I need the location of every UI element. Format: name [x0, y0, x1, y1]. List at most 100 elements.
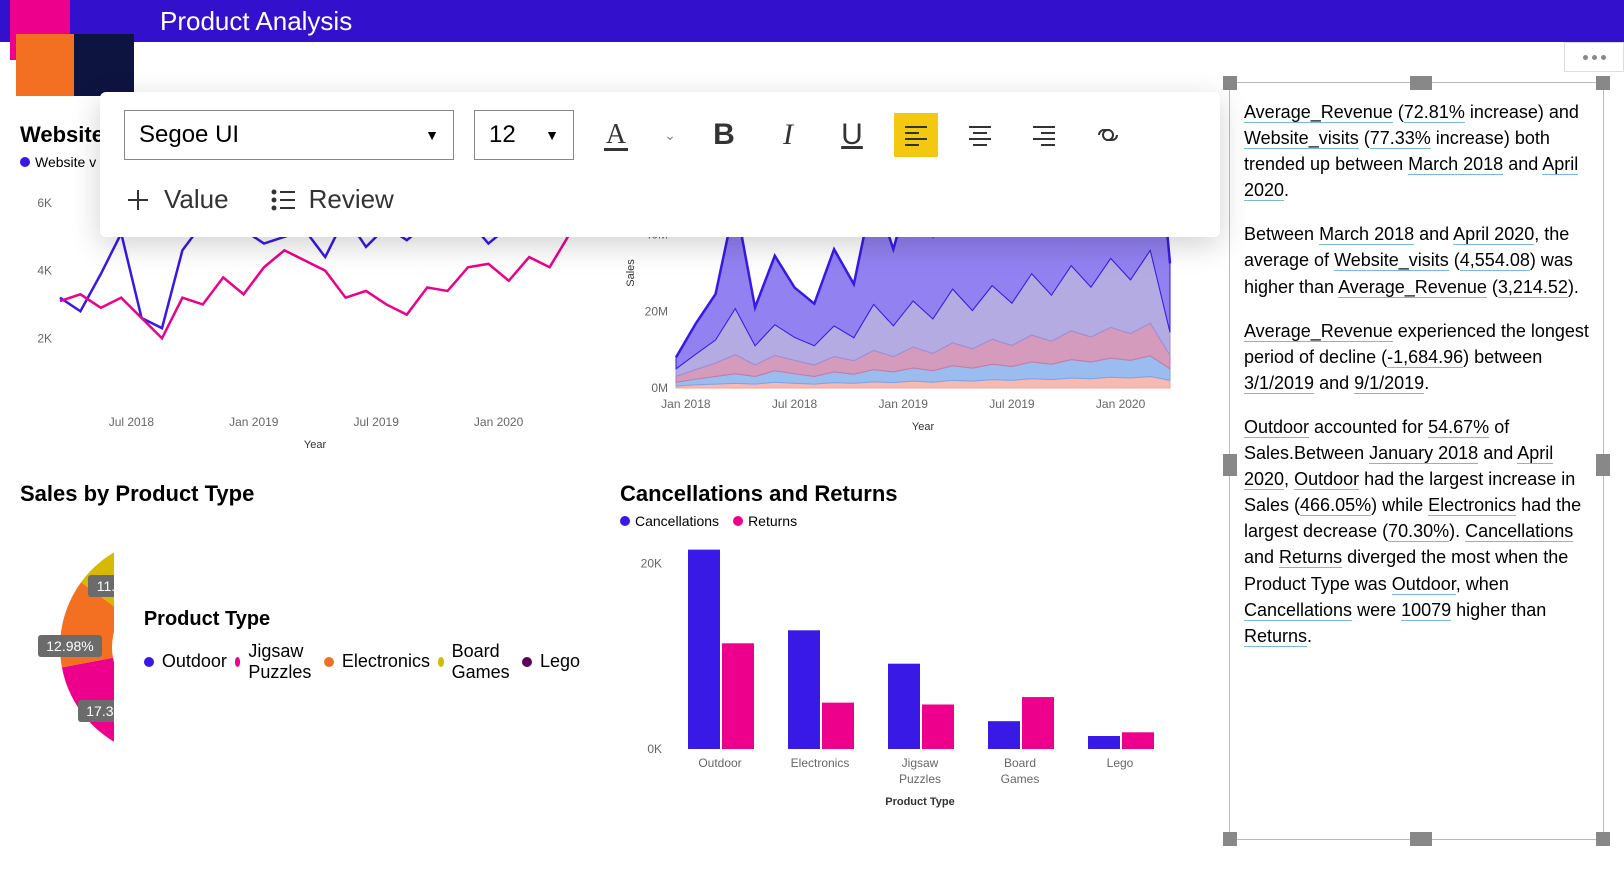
- svg-text:12.98%: 12.98%: [46, 638, 93, 654]
- narrative-value[interactable]: 54.67%: [1428, 417, 1489, 438]
- font-family-value: Segoe UI: [139, 121, 239, 149]
- app-logo-icon: [10, 0, 120, 105]
- header-bar: Product Analysis: [0, 0, 1624, 42]
- narrative-value[interactable]: -1,684.96: [1387, 347, 1463, 368]
- align-left-button[interactable]: [894, 113, 938, 157]
- link-icon: [1093, 124, 1123, 146]
- narrative-term[interactable]: Cancellations: [1465, 521, 1573, 542]
- font-color-button[interactable]: A: [594, 113, 638, 157]
- narrative-value[interactable]: 3,214.52: [1498, 277, 1568, 298]
- svg-text:Jul 2019: Jul 2019: [354, 415, 400, 429]
- font-size-value: 12: [489, 121, 516, 149]
- hyperlink-button[interactable]: [1086, 113, 1130, 157]
- resize-handle[interactable]: [1410, 832, 1432, 846]
- align-right-button[interactable]: [1022, 113, 1066, 157]
- narrative-term[interactable]: Outdoor: [1294, 469, 1359, 490]
- narrative-value[interactable]: 10079: [1401, 600, 1451, 621]
- font-color-dropdown[interactable]: ⌄: [658, 113, 682, 157]
- legend-item: Returns: [733, 513, 797, 529]
- svg-text:Jul 2018: Jul 2018: [109, 415, 155, 429]
- narrative-term[interactable]: Website_visits: [1244, 128, 1359, 149]
- align-center-icon: [967, 124, 993, 146]
- narrative-value[interactable]: 3/1/2019: [1244, 373, 1314, 394]
- svg-text:Board: Board: [1004, 756, 1036, 770]
- align-right-icon: [1031, 124, 1057, 146]
- narrative-value[interactable]: April 2020: [1453, 224, 1534, 245]
- narrative-value[interactable]: 9/1/2019: [1354, 373, 1424, 394]
- narrative-term[interactable]: Cancellations: [1244, 600, 1352, 621]
- narrative-paragraph[interactable]: Average_Revenue experienced the longest …: [1244, 318, 1589, 396]
- narrative-term[interactable]: Outdoor: [1392, 574, 1456, 595]
- narrative-value[interactable]: 72.81%: [1404, 102, 1465, 123]
- align-center-button[interactable]: [958, 113, 1002, 157]
- resize-handle[interactable]: [1410, 76, 1432, 90]
- narrative-term[interactable]: Average_Revenue: [1244, 321, 1393, 342]
- svg-text:Jan 2020: Jan 2020: [474, 415, 524, 429]
- chevron-down-icon: ▼: [425, 127, 439, 143]
- narrative-value[interactable]: 466.05%: [1300, 495, 1371, 516]
- legend-item: Outdoor: [144, 651, 227, 672]
- resize-handle[interactable]: [1596, 76, 1610, 90]
- svg-text:0K: 0K: [647, 742, 662, 756]
- narrative-term[interactable]: Electronics: [1428, 495, 1516, 516]
- narrative-paragraph[interactable]: Outdoor accounted for 54.67% of Sales.Be…: [1244, 414, 1589, 649]
- svg-text:Product Type: Product Type: [885, 796, 954, 808]
- page-title: Product Analysis: [160, 6, 352, 37]
- legend-item: Electronics: [324, 651, 430, 672]
- svg-text:Jan 2019: Jan 2019: [879, 397, 929, 411]
- resize-handle[interactable]: [1223, 832, 1237, 846]
- smart-narrative-panel[interactable]: Average_Revenue (72.81% increase) and We…: [1229, 82, 1604, 840]
- narrative-paragraph[interactable]: Average_Revenue (72.81% increase) and We…: [1244, 99, 1589, 203]
- resize-handle[interactable]: [1596, 832, 1610, 846]
- narrative-value[interactable]: January 2018: [1369, 443, 1478, 464]
- chevron-down-icon: ▼: [545, 127, 559, 143]
- narrative-paragraph[interactable]: Between March 2018 and April 2020, the a…: [1244, 221, 1589, 299]
- resize-handle[interactable]: [1223, 76, 1237, 90]
- narrative-term[interactable]: Outdoor: [1244, 417, 1309, 438]
- bar-chart-cancel-returns[interactable]: Cancellations and Returns Cancellations R…: [620, 481, 1180, 820]
- narrative-value[interactable]: March 2018: [1408, 154, 1503, 175]
- narrative-term[interactable]: Average_Revenue: [1244, 102, 1393, 123]
- legend-item: Cancellations: [620, 513, 719, 529]
- svg-text:11.96%: 11.96%: [97, 578, 114, 594]
- resize-handle[interactable]: [1223, 454, 1237, 476]
- text-format-toolbar: Segoe UI ▼ 12 ▼ A ⌄ B I U Value: [100, 92, 1220, 237]
- donut-legend: Product Type OutdoorJigsaw PuzzlesElectr…: [144, 604, 580, 691]
- italic-button[interactable]: I: [766, 113, 810, 157]
- svg-text:Electronics: Electronics: [791, 756, 850, 770]
- svg-text:Jul 2019: Jul 2019: [989, 397, 1035, 411]
- narrative-value[interactable]: 70.30%: [1388, 521, 1449, 542]
- narrative-term[interactable]: Average_Revenue: [1338, 277, 1487, 298]
- donut-legend-title: Product Type: [144, 608, 580, 631]
- more-options-button[interactable]: [1564, 42, 1624, 72]
- underline-button[interactable]: U: [830, 113, 874, 157]
- legend-label: Website v: [35, 154, 96, 170]
- narrative-term[interactable]: Returns: [1244, 626, 1307, 647]
- bar-chart-legend: Cancellations Returns: [620, 513, 1180, 529]
- svg-text:20M: 20M: [645, 304, 668, 318]
- svg-text:6K: 6K: [37, 196, 52, 210]
- narrative-value[interactable]: 77.33%: [1370, 128, 1431, 149]
- bold-button[interactable]: B: [702, 113, 746, 157]
- review-label: Review: [309, 184, 394, 215]
- svg-text:Puzzles: Puzzles: [899, 772, 941, 786]
- donut-chart-product-type[interactable]: Sales by Product Type 54.67%17.37%12.98%…: [20, 481, 580, 820]
- svg-text:20K: 20K: [641, 557, 662, 571]
- svg-text:Lego: Lego: [1107, 756, 1134, 770]
- narrative-term[interactable]: Website_visits: [1334, 250, 1449, 271]
- list-icon: [269, 186, 297, 214]
- narrative-term[interactable]: Returns: [1279, 547, 1342, 568]
- add-value-button[interactable]: Value: [124, 184, 229, 215]
- narrative-value[interactable]: March 2018: [1319, 224, 1414, 245]
- review-button[interactable]: Review: [269, 184, 394, 215]
- font-size-dropdown[interactable]: 12 ▼: [474, 110, 574, 160]
- narrative-value[interactable]: 4,554.08: [1460, 250, 1530, 271]
- align-left-icon: [903, 124, 929, 146]
- svg-text:Jul 2018: Jul 2018: [772, 397, 818, 411]
- svg-text:Year: Year: [304, 439, 327, 451]
- svg-text:Sales: Sales: [625, 259, 637, 287]
- donut-chart-title: Sales by Product Type: [20, 481, 580, 507]
- bar-chart-title: Cancellations and Returns: [620, 481, 1180, 507]
- resize-handle[interactable]: [1596, 454, 1610, 476]
- font-family-dropdown[interactable]: Segoe UI ▼: [124, 110, 454, 160]
